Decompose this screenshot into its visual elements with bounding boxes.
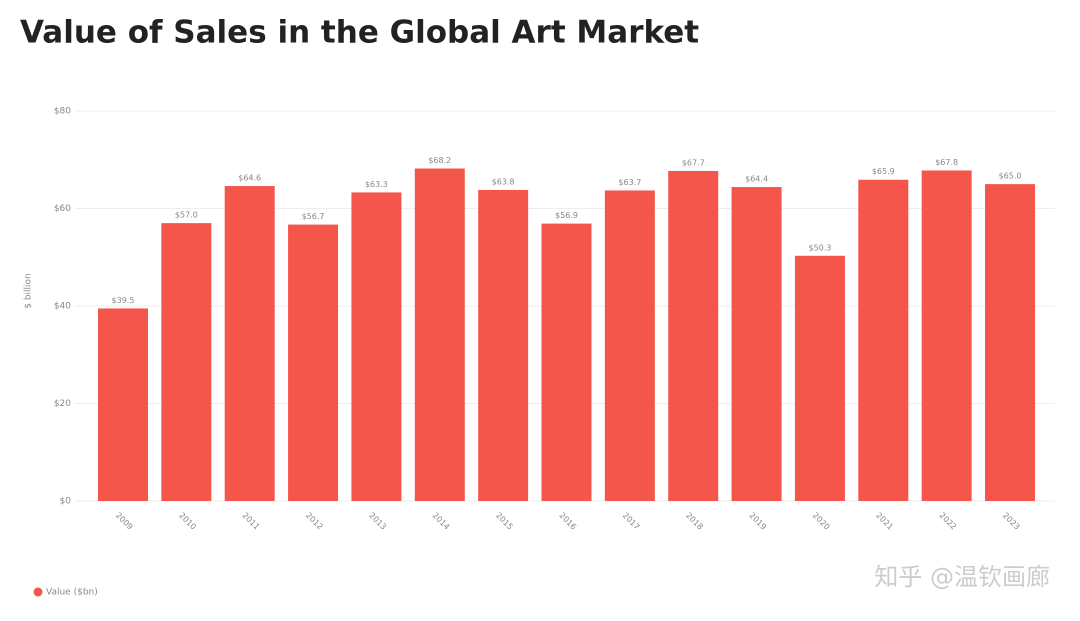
x-tick-label: 2019 [747,511,768,532]
value-label: $56.9 [555,211,578,220]
value-label: $56.7 [302,212,325,221]
x-tick-label: 2017 [621,511,642,532]
value-label: $57.0 [175,211,198,220]
x-tick-label: 2018 [684,511,705,532]
bar [288,224,339,501]
value-label: $39.5 [112,296,135,305]
y-axis-label: $ billion [24,273,34,309]
x-tick-label: 2016 [557,511,578,532]
y-tick-label: $20 [54,399,71,409]
x-tick-label: 2021 [874,511,895,532]
chart-title: Value of Sales in the Global Art Market [20,15,699,51]
y-tick-label: $60 [54,204,71,214]
x-tick-label: 2020 [811,511,832,532]
x-tick-label: 2009 [114,511,135,532]
bar [731,187,782,502]
bar [351,192,402,501]
x-tick-label: 2023 [1001,511,1022,532]
x-tick-label: 2013 [367,511,388,532]
value-label: $68.2 [428,156,451,165]
x-tick-label: 2022 [937,511,958,532]
value-label: $63.3 [365,180,388,189]
value-label: $65.9 [872,167,895,176]
x-tick-label: 2014 [431,511,452,532]
bar [161,223,212,501]
bar [668,170,719,501]
value-label: $63.7 [618,178,641,187]
bar [478,189,529,501]
bar [858,179,909,502]
value-label: $67.8 [935,158,958,167]
x-tick-label: 2012 [304,511,325,532]
value-label: $64.4 [745,175,768,184]
bar [921,170,972,501]
value-label: $63.8 [492,177,515,186]
legend-label: Value ($bn) [46,588,98,598]
x-tick-label: 2010 [177,511,198,532]
y-tick-label: $80 [54,107,71,117]
value-label: $64.6 [238,174,261,183]
watermark: 知乎 @温钦画廊 [874,563,1050,591]
y-tick-label: $0 [60,497,72,507]
x-tick-label: 2015 [494,511,515,532]
bar [794,255,845,501]
bar [541,223,592,502]
x-tick-label: 2011 [241,511,262,532]
bar [604,190,655,501]
value-label: $50.3 [808,243,831,252]
bar [97,308,148,501]
bar [985,184,1036,501]
value-label: $65.0 [999,172,1022,181]
bar [224,186,275,501]
y-tick-label: $40 [54,302,71,312]
value-label: $67.7 [682,158,705,167]
bar [414,168,465,501]
legend-swatch [33,587,43,597]
